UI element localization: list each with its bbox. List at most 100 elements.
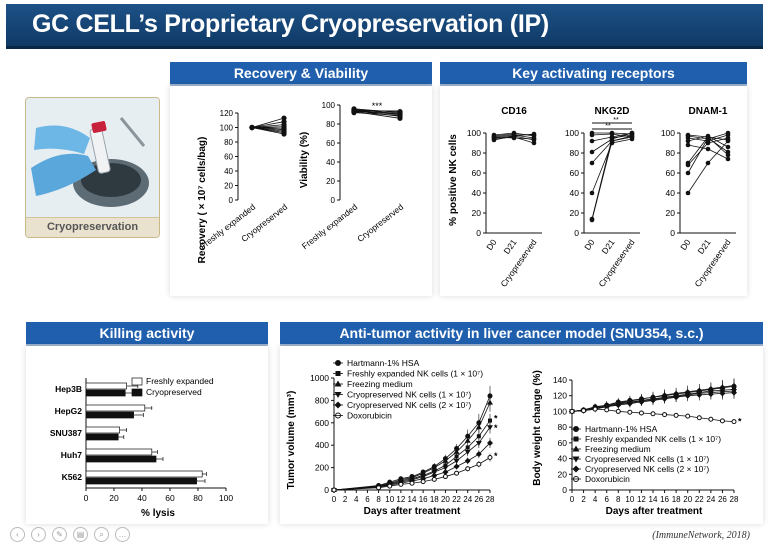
- data-point: [464, 449, 471, 455]
- data-point: [685, 138, 691, 144]
- citation: (ImmuneNetwork, 2018): [652, 530, 750, 541]
- more-icon[interactable]: …: [115, 527, 130, 542]
- cryo-vial-illustration: [26, 98, 159, 218]
- x-tick-label: 14: [649, 495, 658, 504]
- legend-label: Freshly expanded NK cells (1 × 10⁷): [347, 369, 483, 379]
- data-point: [705, 140, 711, 146]
- data-point: [464, 437, 471, 443]
- legend-label: Hartmann-1% HSA: [347, 358, 420, 368]
- x-tick-label: 6: [365, 495, 370, 504]
- category-label: D21: [696, 237, 713, 256]
- y-tick-label: 60: [472, 168, 482, 178]
- data-point: [476, 434, 481, 439]
- killing-panel: [26, 346, 268, 524]
- data-point: [685, 162, 691, 168]
- category-label: SNU387: [50, 428, 82, 438]
- data-point: [442, 465, 449, 471]
- next-icon[interactable]: ›: [31, 527, 46, 542]
- x-tick-label: 28: [730, 495, 739, 504]
- data-point: [442, 457, 449, 463]
- legend-marker: [572, 445, 580, 452]
- y-tick-label: 40: [326, 158, 335, 167]
- data-point: [661, 395, 668, 402]
- x-tick-label: 2: [343, 495, 348, 504]
- legend-swatch: [131, 388, 143, 397]
- slide-nav[interactable]: ‹ › ✎ ▤ ⌕ …: [10, 527, 130, 542]
- x-tick-label: 18: [672, 495, 681, 504]
- x-tick-label: 12: [637, 495, 646, 504]
- legend-label: Freshly expanded NK cells (1 × 10⁷): [585, 434, 721, 444]
- y-tick-label: 60: [558, 438, 568, 448]
- data-point: [589, 190, 595, 196]
- data-point: [589, 160, 595, 166]
- y-tick-label: 20: [558, 469, 568, 479]
- data-point: [476, 461, 482, 467]
- legend-label: Cryopreserved NK cells (1 × 10⁷): [585, 454, 709, 464]
- pair-line: [251, 117, 285, 128]
- category-label: Hep3B: [55, 384, 82, 394]
- legend-label: Doxorubicin: [347, 411, 392, 421]
- bar: [85, 426, 120, 434]
- data-point: [638, 399, 645, 405]
- legend-label: Cryopreserved NK cells (1 × 10⁷): [347, 390, 471, 400]
- receptors-panel: [440, 86, 747, 296]
- anti-tumor-panel: [280, 346, 763, 524]
- x-tick-label: 24: [463, 495, 472, 504]
- x-tick-label: 4: [593, 495, 598, 504]
- y-tick-label: 60: [570, 168, 580, 178]
- y-tick-label: 0: [670, 228, 675, 238]
- data-point: [589, 149, 595, 155]
- category-label: D0: [678, 237, 693, 252]
- bar: [85, 455, 157, 463]
- panel-title: CD16: [501, 106, 527, 117]
- prev-icon[interactable]: ‹: [10, 527, 25, 542]
- data-point: [705, 160, 711, 166]
- y-tick-label: 80: [224, 138, 233, 147]
- y-tick-label: 20: [570, 208, 580, 218]
- data-point: [589, 138, 595, 144]
- data-point: [531, 136, 537, 142]
- killing-chart: 0 20 40 60 80 100 Hep3B HepG2 SNU387 Huh7 K562 Fres…: [50, 376, 234, 519]
- data-point: [420, 479, 426, 485]
- x-tick-label: 0: [332, 495, 337, 504]
- data-point: [609, 138, 615, 144]
- x-tick-label: 60: [165, 493, 175, 503]
- slides-icon[interactable]: ▤: [73, 527, 88, 542]
- data-point: [453, 448, 460, 454]
- data-point: [685, 170, 691, 176]
- data-point: [685, 142, 691, 148]
- data-point: [465, 466, 471, 472]
- data-point: [615, 402, 622, 409]
- data-point: [731, 389, 737, 396]
- y-tick-label: 60: [224, 153, 233, 162]
- data-point: [420, 470, 427, 476]
- y-tick-label: 20: [326, 177, 335, 186]
- x-tick-label: 0: [570, 495, 575, 504]
- pen-icon[interactable]: ✎: [52, 527, 67, 542]
- x-tick-label: 0: [84, 493, 89, 503]
- recovery-ylabel: Recovery ( × 10⁷ cells/bag): [197, 137, 208, 264]
- y-tick-label: 0: [476, 228, 481, 238]
- y-tick-label: 40: [472, 188, 482, 198]
- x-tick-label: 10: [625, 495, 634, 504]
- category-label: Freshly expanded: [300, 202, 360, 252]
- pair-line: [353, 111, 401, 114]
- data-point: [475, 440, 482, 446]
- legend-label: Doxorubicin: [585, 474, 630, 484]
- bar: [85, 382, 127, 390]
- significance-label: *: [494, 451, 498, 461]
- data-point: [475, 451, 482, 458]
- x-tick-label: 4: [354, 495, 359, 504]
- x-tick-label: 8: [616, 495, 621, 504]
- data-point: [684, 392, 691, 399]
- receptors-ylabel: % positive NK cells: [448, 134, 459, 226]
- significance-label: *: [494, 423, 498, 433]
- y-tick-label: 40: [224, 167, 233, 176]
- data-point: [673, 394, 680, 401]
- x-tick-label: 100: [219, 493, 233, 503]
- y-tick-label: 40: [570, 188, 580, 198]
- zoom-icon[interactable]: ⌕: [94, 527, 109, 542]
